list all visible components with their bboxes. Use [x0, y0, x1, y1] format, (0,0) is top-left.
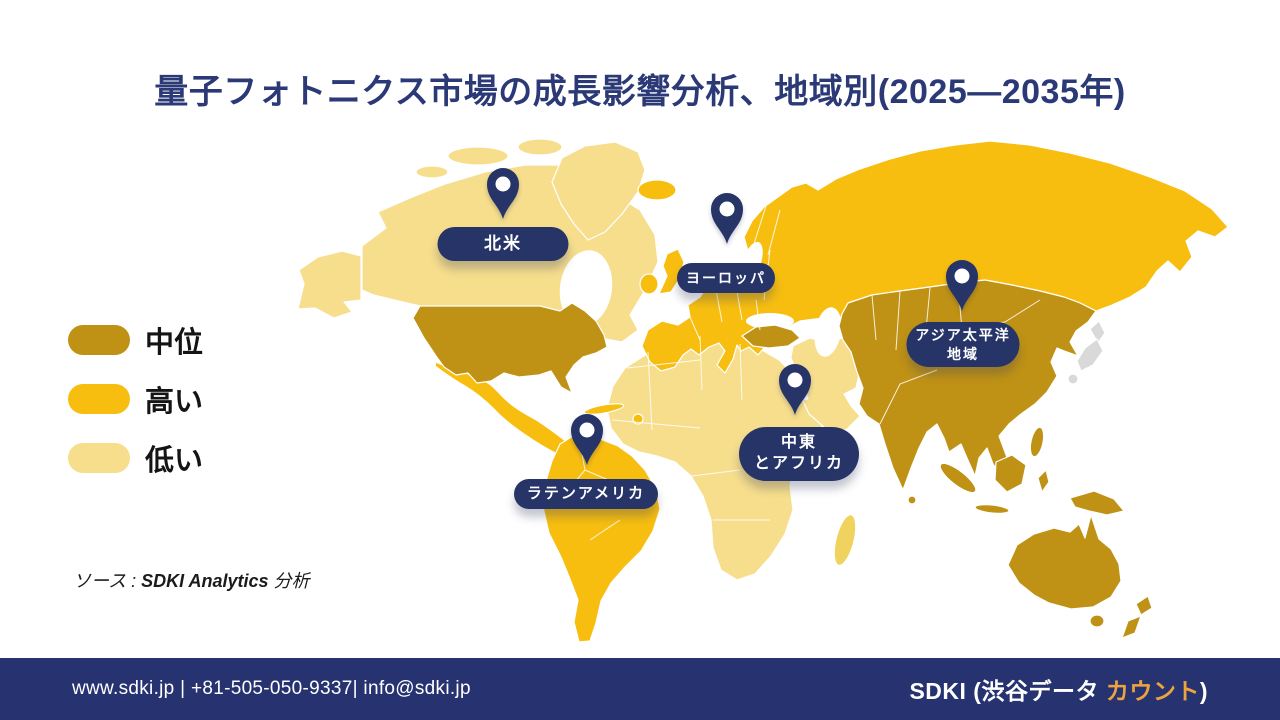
- source-suffix: 分析: [268, 571, 310, 591]
- region-ireland: [639, 273, 659, 295]
- region-arctic-island: [517, 138, 563, 156]
- regions-no-data: [1067, 320, 1106, 385]
- region-new-zealand: [1121, 615, 1142, 639]
- legend-item-high: 高い: [68, 378, 203, 420]
- map-label-latin-america: ラテンアメリカ: [514, 479, 658, 509]
- map-label-text: ラテンアメリカ: [526, 485, 646, 503]
- pin-icon: [571, 414, 603, 465]
- pin-icon: [487, 168, 519, 219]
- region-uk: [658, 248, 685, 295]
- footer-brand-suffix: ): [1199, 678, 1208, 704]
- source-name: SDKI Analytics: [141, 571, 269, 591]
- map-label-text: 地域: [947, 345, 979, 362]
- pin-icon: [711, 193, 743, 244]
- map-label-text: アジア太平洋: [915, 327, 1011, 344]
- region-philippines: [1029, 426, 1045, 458]
- region-madagascar: [833, 514, 857, 566]
- map-pin-latin-america: [568, 412, 606, 471]
- legend: 中位 高い 低い: [68, 319, 203, 479]
- legend-item-low: 低い: [68, 437, 203, 479]
- source-prefix: ソース :: [73, 571, 142, 591]
- map-pin-asia-pacific: [943, 258, 981, 317]
- map-label-text: とアフリカ: [753, 455, 844, 472]
- map-label-text: 北米: [484, 233, 522, 253]
- map-label-north-america: 北米: [437, 227, 569, 261]
- region-usa: [412, 302, 608, 394]
- footer-contact: www.sdki.jp | +81-505-050-9337| info@sdk…: [72, 678, 471, 699]
- region-turkey: [741, 324, 801, 349]
- regions-mid: [412, 279, 1153, 639]
- source-note: ソース : SDKI Analytics 分析: [73, 567, 310, 593]
- pin-icon: [779, 364, 811, 415]
- footer-bar: www.sdki.jp | +81-505-050-9337| info@sdk…: [0, 658, 1280, 720]
- region-hispaniola: [632, 413, 644, 425]
- legend-label: 中位: [145, 327, 204, 359]
- region-japan: [1076, 338, 1104, 372]
- region-africa: [606, 333, 839, 581]
- region-alaska: [297, 250, 362, 319]
- map-pin-europe: [708, 191, 746, 250]
- region-japan: [1067, 373, 1079, 385]
- region-arctic-island: [415, 165, 449, 179]
- caspian-sea: [814, 307, 842, 357]
- legend-label: 高い: [145, 386, 204, 418]
- region-sri-lanka: [907, 495, 917, 505]
- map-pin-north-america: [484, 166, 522, 225]
- region-tasmania: [1089, 614, 1105, 628]
- page-title: 量子フォトニクス市場の成長影響分析、地域別(2025—2035年): [154, 73, 1126, 111]
- map-pin-middle-east-africa: [776, 362, 814, 421]
- region-sumatra: [939, 462, 977, 494]
- region-new-guinea: [1069, 490, 1125, 516]
- footer-brand-accent: カウント: [1105, 678, 1200, 704]
- map-label-text: ヨーロッパ: [686, 269, 766, 286]
- legend-item-mid: 中位: [68, 319, 203, 361]
- pin-icon: [946, 260, 978, 311]
- region-japan: [1089, 320, 1106, 344]
- region-cuba: [583, 403, 625, 415]
- region-australia: [1007, 514, 1122, 610]
- map-label-middle-east-africa: 中東 とアフリカ: [739, 427, 859, 481]
- footer-brand: SDKI (渋谷データ カウント): [909, 672, 1208, 706]
- legend-swatch-low: [68, 443, 130, 473]
- region-new-zealand: [1135, 595, 1153, 616]
- legend-swatch-high: [68, 384, 130, 414]
- map-label-asia-pacific: アジア太平洋 地域: [906, 322, 1020, 367]
- region-java: [974, 504, 1010, 514]
- region-borneo: [994, 454, 1027, 493]
- region-iceland: [637, 179, 677, 201]
- map-label-europe: ヨーロッパ: [677, 263, 775, 293]
- map-label-text: 中東: [780, 434, 817, 452]
- legend-label: 低い: [145, 445, 204, 477]
- region-sulawesi: [1037, 469, 1050, 493]
- legend-swatch-mid: [68, 325, 130, 355]
- region-arctic-island: [447, 146, 509, 166]
- footer-brand-prefix: SDKI (渋谷データ: [909, 678, 1106, 704]
